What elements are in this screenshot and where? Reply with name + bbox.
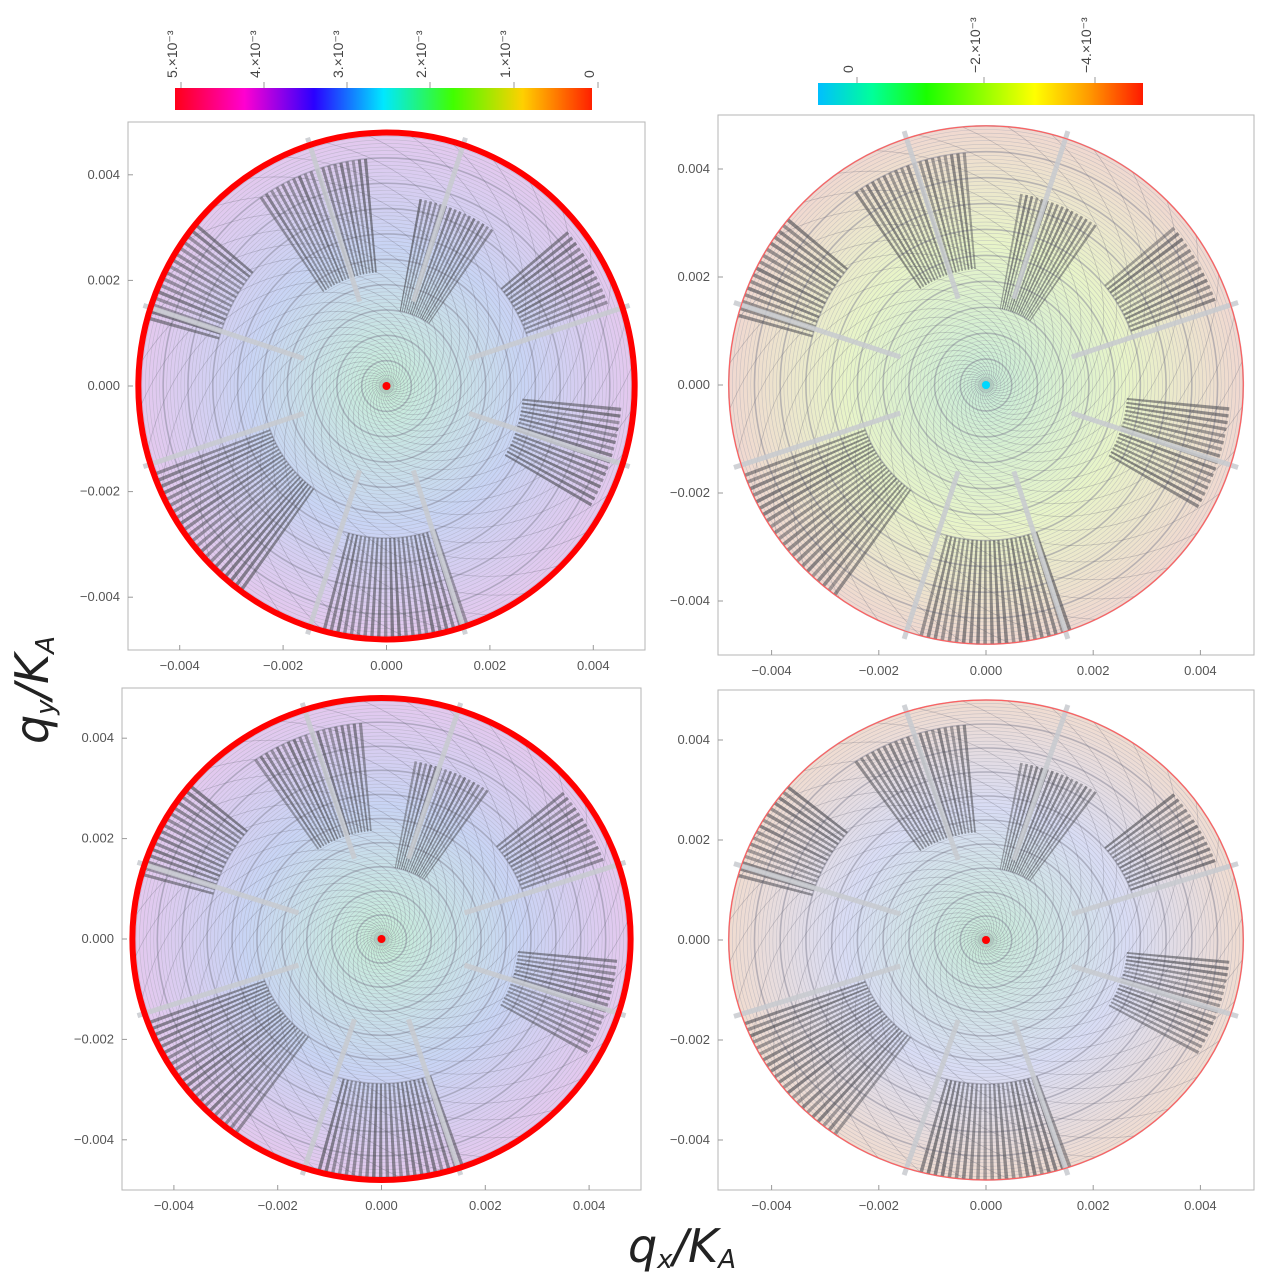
panel-top-right-boundary bbox=[728, 125, 1244, 645]
panel-top-left-xtick-1: −0.002 bbox=[263, 658, 303, 673]
panel-top-left-ytick-3: −0.002 bbox=[80, 484, 120, 499]
panel-top-left-xtick-2: 0.000 bbox=[370, 658, 403, 673]
panel-bottom-left-xtick-1: −0.002 bbox=[258, 1198, 298, 1213]
panel-top-right-xtick-2: 0.000 bbox=[970, 663, 1003, 678]
panel-bottom-left: −0.004 −0.002 0.000 0.002 0.004 0.004 0.002 0.0… bbox=[74, 687, 642, 1213]
colorbar-left-tick-3: 2.×10⁻³ bbox=[413, 30, 429, 78]
panel-bottom-right-xtick-1: −0.002 bbox=[859, 1198, 899, 1213]
colorbar-left-tick-2: 3.×10⁻³ bbox=[330, 30, 346, 78]
panel-top-right-ytick-1: 0.002 bbox=[677, 269, 710, 284]
x-axis-label-den-sub: A bbox=[716, 1245, 736, 1275]
panel-bottom-right: −0.004 −0.002 0.000 0.002 0.004 0.004 0.002 0.0… bbox=[670, 689, 1255, 1213]
panel-top-left-boundary bbox=[135, 129, 638, 643]
x-axis-label-main: q bbox=[628, 1219, 657, 1273]
panel-top-right-plot bbox=[727, 124, 1245, 646]
panel-bottom-right-rings bbox=[727, 699, 1245, 1181]
colorbar-left-ticks: 5.×10⁻³ 4.×10⁻³ 3.×10⁻³ 2.×10⁻³ 1.×10⁻³ 0 bbox=[164, 30, 599, 88]
colorbar-right: 0 −2.×10⁻³ −4.×10⁻³ bbox=[818, 17, 1143, 105]
panel-top-right-xtick-0: −0.004 bbox=[752, 663, 792, 678]
panel-bottom-right-xtick-4: 0.004 bbox=[1184, 1198, 1217, 1213]
panel-bottom-right-wedges bbox=[737, 724, 1230, 1180]
panel-bottom-left-xtick-0: −0.004 bbox=[154, 1198, 194, 1213]
panel-bottom-right-boundary bbox=[728, 699, 1244, 1181]
panel-top-right: −0.004 −0.002 0.000 0.002 0.004 0.004 0.002 0.0… bbox=[670, 114, 1255, 678]
panel-bottom-right-ytick-2: 0.000 bbox=[677, 932, 710, 947]
panel-top-left-ytick-0: 0.004 bbox=[87, 167, 120, 182]
colorbar-left-strip bbox=[175, 88, 592, 110]
panel-bottom-right-xtick-2: 0.000 bbox=[970, 1198, 1003, 1213]
colorbar-right-ticks: 0 −2.×10⁻³ −4.×10⁻³ bbox=[840, 17, 1096, 83]
y-axis-label-den: /K bbox=[5, 650, 59, 703]
panel-top-right-ytick-2: 0.000 bbox=[677, 377, 710, 392]
panel-bottom-left-spiral bbox=[132, 698, 631, 1180]
panel-bottom-right-ytick-3: −0.002 bbox=[670, 1032, 710, 1047]
panel-bottom-right-plot bbox=[727, 699, 1245, 1181]
colorbar-left-tick-1: 4.×10⁻³ bbox=[247, 30, 263, 78]
colorbar-right-tick-0: 0 bbox=[840, 65, 856, 73]
panel-top-left-xtick-3: 0.002 bbox=[474, 658, 507, 673]
x-axis-label: qx/KA bbox=[628, 1219, 736, 1275]
colorbar-left-tick-4: 1.×10⁻³ bbox=[497, 30, 513, 78]
panel-bottom-left-xtick-2: 0.000 bbox=[365, 1198, 398, 1213]
panel-top-right-ytick-0: 0.004 bbox=[677, 161, 710, 176]
colorbar-left: 5.×10⁻³ 4.×10⁻³ 3.×10⁻³ 2.×10⁻³ 1.×10⁻³ 0 bbox=[164, 30, 599, 110]
panel-top-left-center bbox=[382, 382, 391, 390]
panel-bottom-right-ytick-1: 0.002 bbox=[677, 832, 710, 847]
y-axis-label-main: q bbox=[5, 715, 59, 744]
x-axis-label-sub: x bbox=[656, 1245, 673, 1275]
panel-bottom-left-xtick-4: 0.004 bbox=[573, 1198, 606, 1213]
panel-top-left-ytick-2: 0.000 bbox=[87, 378, 120, 393]
panel-bottom-left-center bbox=[377, 935, 386, 943]
panel-bottom-left-ytick-0: 0.004 bbox=[81, 730, 114, 745]
colorbar-right-tick-1: −2.×10⁻³ bbox=[967, 17, 983, 73]
panel-bottom-left-ytick-1: 0.002 bbox=[81, 831, 114, 846]
panel-top-right-center bbox=[982, 381, 990, 389]
panel-top-left-ytick-4: −0.004 bbox=[80, 589, 120, 604]
panel-top-left-xtick-0: −0.004 bbox=[160, 658, 200, 673]
panel-bottom-right-center bbox=[982, 936, 990, 944]
panel-top-right-ytick-3: −0.002 bbox=[670, 485, 710, 500]
colorbar-left-tick-5: 0 bbox=[581, 70, 597, 78]
panel-bottom-left-ytick-2: 0.000 bbox=[81, 931, 114, 946]
panel-top-right-xtick-1: −0.002 bbox=[859, 663, 899, 678]
panel-bottom-left-spokes bbox=[136, 702, 627, 1176]
panel-bottom-right-ytick-4: −0.004 bbox=[670, 1132, 710, 1147]
panel-bottom-left-ytick-4: −0.004 bbox=[74, 1132, 114, 1147]
panel-bottom-right-ytick-0: 0.004 bbox=[677, 732, 710, 747]
colorbar-right-strip bbox=[818, 83, 1143, 105]
panel-bottom-left-ytick-3: −0.002 bbox=[74, 1031, 114, 1046]
panel-bottom-right-xtick-0: −0.004 bbox=[752, 1198, 792, 1213]
panel-top-left-spiral bbox=[138, 133, 635, 639]
panel-top-right-xtick-3: 0.002 bbox=[1077, 663, 1110, 678]
panel-top-left: −0.004 −0.002 0.000 0.002 0.004 0.004 0.002 0.0… bbox=[80, 121, 646, 673]
panel-top-right-wedges bbox=[737, 152, 1230, 645]
panel-top-left-plot bbox=[135, 129, 638, 643]
y-axis-label: qy/KA bbox=[5, 636, 61, 744]
panel-bottom-left-plot bbox=[129, 695, 634, 1183]
x-axis-label-den: /K bbox=[669, 1219, 722, 1273]
panel-bottom-left-wedges bbox=[141, 723, 618, 1180]
panel-top-left-ytick-1: 0.002 bbox=[87, 272, 120, 287]
panels: −0.004 −0.002 0.000 0.002 0.004 0.004 0.002 0.0… bbox=[74, 114, 1255, 1213]
panel-top-left-spokes bbox=[142, 136, 631, 636]
panel-top-left-xtick-4: 0.004 bbox=[577, 658, 610, 673]
panel-top-right-xtick-4: 0.004 bbox=[1184, 663, 1217, 678]
y-axis-label-sub: y bbox=[31, 699, 61, 716]
y-axis-label-den-sub: A bbox=[31, 636, 61, 656]
panel-bottom-right-xtick-3: 0.002 bbox=[1077, 1198, 1110, 1213]
panel-bottom-right-spokes bbox=[733, 704, 1239, 1176]
colorbar-left-tick-0: 5.×10⁻³ bbox=[164, 30, 180, 78]
panel-bottom-left-xtick-3: 0.002 bbox=[469, 1198, 502, 1213]
panel-top-right-spokes bbox=[733, 130, 1239, 640]
colorbar-right-tick-2: −4.×10⁻³ bbox=[1078, 17, 1094, 73]
panel-top-right-spiral bbox=[729, 126, 1243, 644]
panel-bottom-left-boundary bbox=[129, 695, 634, 1183]
panel-top-right-ytick-4: −0.004 bbox=[670, 593, 710, 608]
